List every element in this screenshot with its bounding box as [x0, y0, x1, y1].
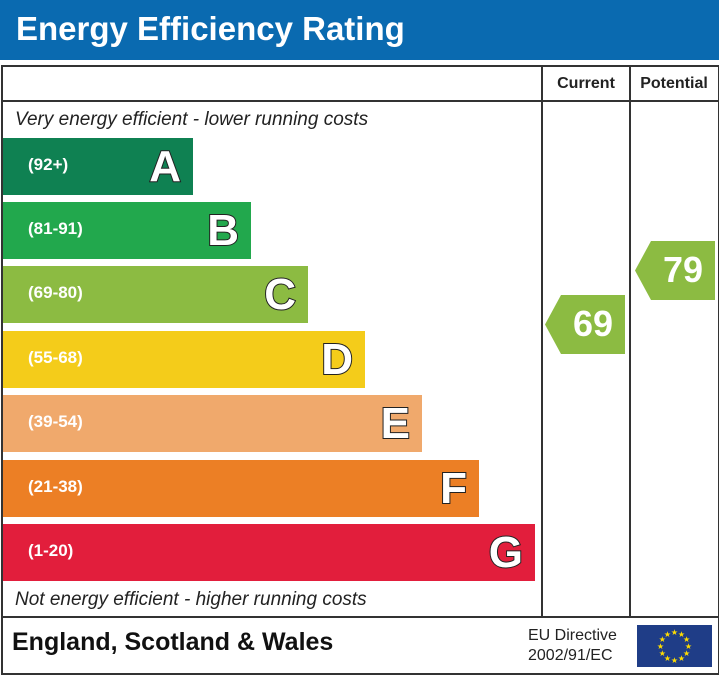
current-column-header: Current	[557, 75, 615, 92]
band-letter: G	[488, 527, 524, 578]
band-b: (81-91) B	[3, 202, 251, 259]
band-range: (39-54)	[28, 412, 83, 431]
band-a: (92+) A	[3, 138, 193, 195]
band-e: (39-54) E	[3, 395, 422, 452]
potential-rating-value: 79	[662, 249, 704, 290]
band-range: (92+)	[28, 155, 69, 174]
chart-title: Energy Efficiency Rating	[16, 10, 405, 47]
band-letter: D	[320, 334, 354, 385]
potential-rating-arrow: 79	[635, 241, 715, 300]
band-g: (1-20) G	[3, 524, 535, 581]
eu-stars: ★ ★★★★★★★★★★★	[657, 628, 692, 665]
star-icon: ★	[685, 642, 692, 651]
star-icon: ★	[671, 628, 678, 637]
band-range: (69-80)	[28, 283, 83, 302]
star-icon: ★	[657, 642, 664, 651]
star-icon: ★	[678, 630, 685, 639]
current-rating-value: 69	[572, 303, 614, 344]
region-label: England, Scotland & Wales	[12, 628, 334, 656]
potential-column-header: Potential	[640, 75, 708, 92]
current-column-divider	[541, 65, 543, 617]
top-note: Very energy efficient - lower running co…	[15, 109, 369, 130]
star-icon: ★	[659, 649, 666, 658]
band-range: (21-38)	[28, 477, 83, 496]
band-letter: A	[148, 141, 182, 192]
eu-flag-icon: ★ ★ ★ ★ ★ ★ ★ ★ ★ ★ ★ ★	[637, 625, 712, 667]
band-range: (55-68)	[28, 348, 83, 367]
star-icon: ★	[664, 630, 671, 639]
directive-line1: EU Directive	[528, 627, 617, 644]
band-letter: C	[263, 269, 297, 320]
header-divider	[1, 100, 718, 102]
band-range: (1-20)	[28, 541, 74, 560]
star-icon: ★	[683, 635, 690, 644]
band-letter: B	[206, 205, 240, 256]
band-d: (55-68) D	[3, 331, 365, 388]
band-f: (21-38) F	[3, 460, 479, 517]
bottom-note: Not energy efficient - higher running co…	[15, 589, 367, 610]
band-letter: F	[439, 463, 468, 514]
band-c: (69-80) C	[3, 266, 308, 323]
star-icon: ★	[664, 654, 671, 663]
star-icon: ★	[671, 656, 678, 665]
star-icon: ★	[659, 635, 666, 644]
band-letter: E	[380, 398, 411, 449]
current-rating-arrow: 69	[545, 295, 625, 354]
star-icon: ★	[678, 654, 685, 663]
band-range: (81-91)	[28, 219, 83, 238]
potential-column-divider	[629, 65, 631, 617]
star-icon: ★	[683, 649, 690, 658]
footer-divider	[1, 616, 718, 618]
header-banner	[0, 0, 719, 60]
directive-line2: 2002/91/EC	[528, 647, 613, 664]
eu-directive: EU Directive 2002/91/EC	[528, 626, 617, 666]
